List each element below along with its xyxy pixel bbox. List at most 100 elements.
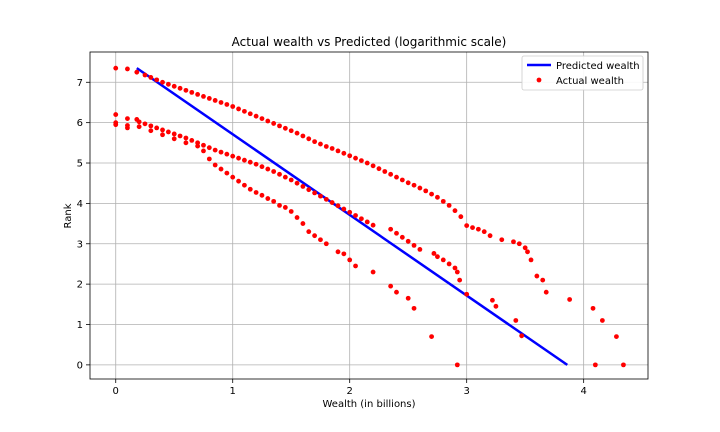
actual-wealth-point — [206, 96, 212, 101]
actual-wealth-point — [457, 277, 463, 283]
actual-wealth-point — [341, 150, 347, 156]
y-tick-label: 3 — [77, 239, 83, 250]
predicted-wealth-line — [136, 67, 568, 366]
actual-wealth-point — [499, 237, 505, 243]
actual-wealth-point — [224, 170, 230, 176]
actual-wealth-point — [364, 160, 370, 166]
actual-wealth-point — [136, 119, 142, 125]
actual-wealth-point — [411, 305, 417, 311]
actual-wealth-point — [148, 123, 154, 129]
actual-wealth-point — [481, 229, 487, 235]
actual-wealth-point — [183, 135, 189, 141]
actual-wealth-point — [288, 177, 294, 183]
actual-wealth-point — [212, 162, 218, 168]
actual-wealth-point — [195, 91, 201, 97]
actual-wealth-point — [513, 318, 519, 323]
actual-wealth-point — [148, 75, 154, 80]
actual-wealth-point — [376, 166, 382, 172]
actual-wealth-point — [113, 122, 119, 128]
actual-wealth-point — [265, 166, 271, 172]
actual-wealth-point — [142, 121, 148, 127]
actual-wealth-point — [236, 106, 241, 112]
actual-wealth-point — [405, 238, 411, 244]
plot-frame — [89, 51, 649, 380]
actual-wealth-point — [247, 186, 253, 192]
legend: Predicted wealth Actual wealth — [521, 55, 644, 91]
actual-wealth-point — [417, 247, 423, 252]
actual-wealth-point — [148, 128, 154, 134]
legend-box — [521, 55, 644, 91]
actual-wealth-point — [113, 65, 119, 71]
actual-wealth-point — [218, 100, 224, 105]
actual-wealth-point — [265, 118, 271, 124]
actual-wealth-point — [353, 213, 358, 218]
actual-wealth-point — [189, 89, 195, 95]
actual-wealth-point — [125, 66, 130, 72]
actual-wealth-point — [160, 79, 165, 85]
actual-wealth-point — [353, 155, 358, 161]
actual-wealth-point — [452, 265, 458, 271]
actual-wealth-point — [452, 208, 458, 214]
actual-wealth-point — [411, 242, 417, 248]
actual-wealth-point — [399, 234, 405, 240]
actual-wealth-point — [435, 194, 440, 200]
actual-wealth-point — [405, 180, 411, 186]
actual-wealth-point — [487, 233, 493, 239]
y-tick-label: 1 — [77, 320, 83, 331]
actual-wealth-point — [306, 229, 312, 235]
actual-wealth-point — [253, 161, 259, 167]
actual-wealth-point — [394, 174, 399, 180]
actual-wealth-point — [621, 362, 626, 368]
actual-wealth-point — [125, 116, 130, 122]
actual-wealth-point — [201, 148, 206, 154]
plot-series — [113, 65, 626, 368]
actual-wealth-point — [265, 196, 271, 201]
actual-wealth-point — [171, 83, 177, 89]
actual-wealth-point — [323, 241, 329, 247]
actual-wealth-point — [567, 297, 573, 302]
actual-wealth-point — [212, 98, 218, 103]
actual-wealth-point — [599, 318, 605, 323]
actual-wealth-point — [347, 257, 353, 263]
actual-wealth-point — [277, 123, 282, 129]
actual-wealth-point — [370, 163, 376, 169]
x-tick-label: 3 — [463, 386, 469, 397]
actual-wealth-point — [312, 190, 318, 196]
actual-wealth-point — [230, 174, 236, 180]
actual-wealth-point — [242, 157, 247, 163]
actual-wealth-point — [347, 153, 353, 159]
actual-wealth-point — [394, 230, 399, 236]
actual-wealth-point — [525, 249, 530, 255]
actual-wealth-point — [177, 133, 183, 139]
legend-label-predicted: Predicted wealth — [556, 61, 640, 72]
actual-wealth-point — [230, 104, 236, 109]
actual-wealth-point — [335, 203, 341, 209]
actual-wealth-point — [189, 138, 195, 143]
actual-wealth-point — [431, 251, 437, 256]
actual-wealth-point — [201, 142, 206, 148]
actual-wealth-point — [134, 69, 140, 75]
actual-wealth-point — [277, 171, 282, 177]
actual-wealth-point — [440, 257, 446, 263]
actual-wealth-point — [399, 177, 405, 183]
y-tick-label: 2 — [77, 280, 83, 291]
actual-wealth-point — [242, 182, 247, 188]
actual-wealth-point — [271, 169, 277, 174]
actual-wealth-point — [440, 198, 446, 204]
actual-wealth-point — [458, 214, 464, 220]
actual-wealth-point — [183, 140, 189, 146]
x-axis-label: Wealth (in billions) — [322, 399, 415, 410]
actual-wealth-point — [306, 187, 312, 193]
actual-wealth-point — [271, 198, 277, 204]
actual-wealth-point — [446, 203, 452, 208]
actual-wealth-point — [411, 182, 417, 188]
actual-wealth-point — [288, 209, 294, 214]
actual-wealth-point — [614, 334, 619, 340]
actual-wealth-point — [475, 226, 481, 232]
actual-wealth-point — [470, 225, 475, 231]
actual-wealth-point — [382, 169, 388, 174]
actual-wealth-point — [160, 127, 165, 133]
actual-wealth-point — [136, 124, 142, 130]
actual-wealth-point — [516, 241, 522, 247]
